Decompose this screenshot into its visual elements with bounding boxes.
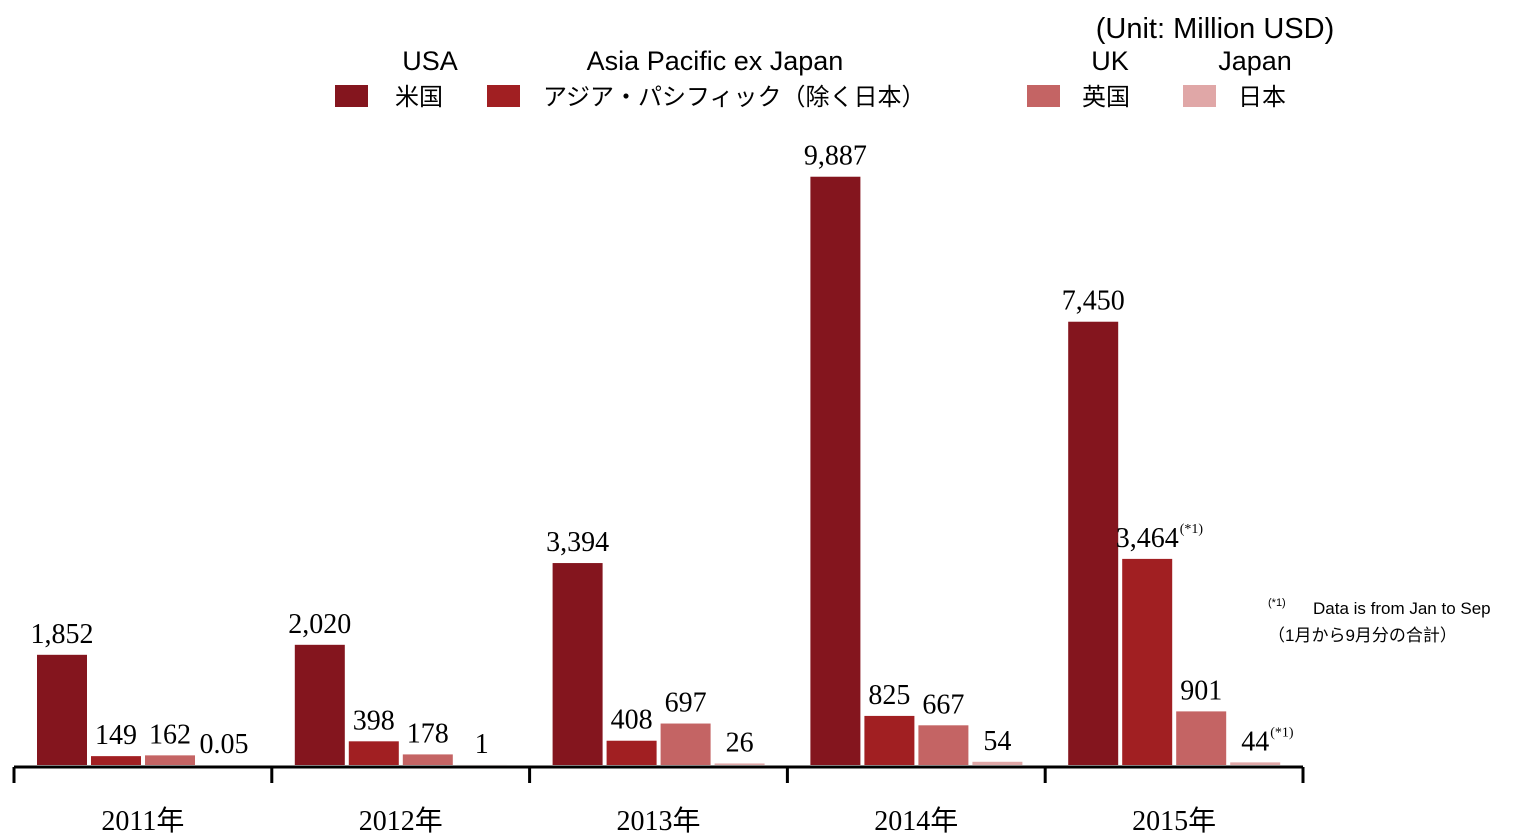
bar (1230, 762, 1281, 765)
x-tick-label: 2013年 (616, 805, 700, 835)
footnote-text-ja: （1月から9月分の合計） (1268, 626, 1457, 645)
value-label: 7,450 (1062, 286, 1125, 317)
value-label: 398 (353, 705, 395, 736)
bar (294, 644, 345, 765)
value-label: 2,020 (288, 609, 351, 640)
x-tick-label: 2012年 (359, 805, 443, 835)
value-label: 178 (407, 718, 449, 749)
value-label: 1 (475, 729, 489, 760)
value-label: 26 (726, 727, 754, 758)
value-label: 408 (611, 705, 653, 736)
bar (714, 763, 765, 765)
x-tick-label: 2015年 (1132, 805, 1216, 835)
bar (402, 754, 453, 765)
bar (145, 755, 195, 765)
legend-label: Asia Pacific ex Japan (587, 46, 844, 76)
value-label: 54 (983, 726, 1011, 757)
bar (552, 563, 603, 765)
value-label: 0.05 (200, 729, 249, 760)
legend-label-ja: 米国 (395, 84, 443, 111)
legend-label: Japan (1218, 46, 1292, 76)
value-label: 149 (95, 720, 137, 751)
bar (864, 715, 915, 765)
bar (1068, 321, 1119, 765)
value-label: 162 (149, 719, 191, 750)
bar (918, 725, 969, 765)
legend-label-ja: アジア・パシフィック（除く日本） (543, 84, 926, 111)
bar (91, 756, 141, 765)
value-label: 3,394 (546, 527, 609, 558)
x-tick-label: 2014年 (874, 805, 958, 835)
legend-label: UK (1091, 46, 1129, 76)
legend-swatch (1027, 85, 1060, 107)
value-label: 697 (665, 688, 707, 719)
legend-label: USA (402, 46, 458, 76)
bar (606, 740, 657, 765)
value-label: 901 (1180, 675, 1222, 706)
legend-label-ja: 日本 (1238, 84, 1286, 111)
legend-swatch (335, 85, 368, 107)
value-label: 825 (868, 680, 910, 711)
x-tick-label: 2011年 (101, 805, 184, 835)
unit-note: (Unit: Million USD) (1096, 13, 1334, 45)
value-note: (*1) (1270, 725, 1294, 740)
value-label: 3,464 (1116, 523, 1179, 554)
legend-swatch (487, 85, 520, 107)
bar (810, 176, 861, 765)
bar (660, 723, 711, 765)
legend-label-ja: 英国 (1082, 84, 1130, 111)
legend-swatch (1183, 85, 1216, 107)
value-label: 1,852 (31, 619, 94, 650)
value-label: 44 (1241, 726, 1269, 757)
value-note: (*1) (1180, 522, 1204, 537)
bar (348, 741, 399, 765)
footnote-text: Data is from Jan to Sep (1313, 599, 1491, 618)
footnote-marker: (*1) (1268, 597, 1286, 609)
bar (1122, 558, 1173, 765)
value-label: 9,887 (804, 141, 867, 172)
bar (972, 761, 1023, 765)
value-label: 667 (922, 689, 964, 720)
bar (1176, 711, 1227, 765)
bar (37, 654, 87, 765)
